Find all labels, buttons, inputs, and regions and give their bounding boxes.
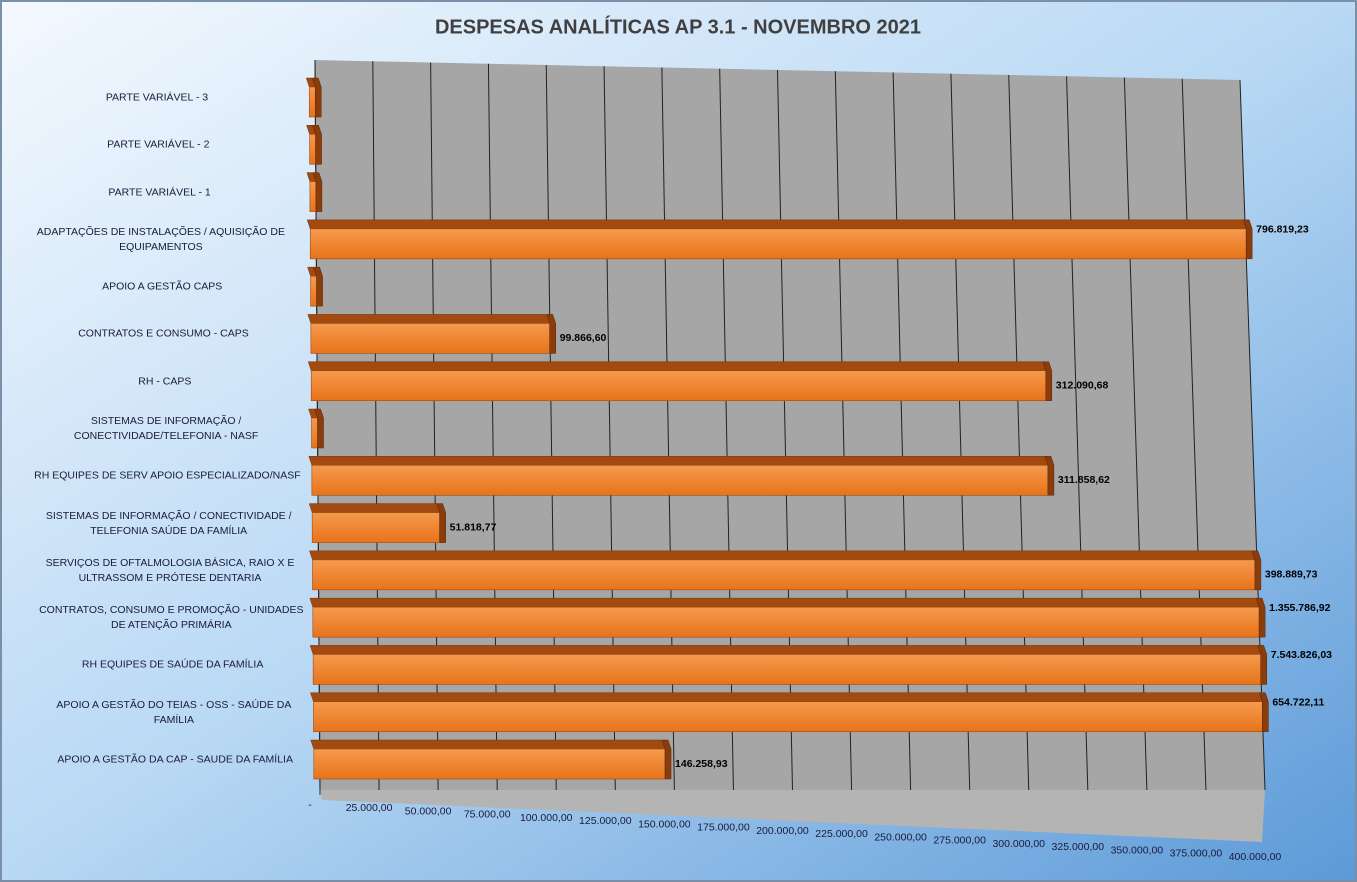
x-tick-label: 75.000,00 bbox=[464, 809, 511, 821]
bar bbox=[306, 172, 323, 212]
data-label: 654.722,11 bbox=[1272, 696, 1324, 708]
y-tick-label: ADAPTAÇÕES DE INSTALAÇÕES / AQUISIÇÃO DE… bbox=[36, 225, 285, 253]
x-tick-label: 150.000,00 bbox=[638, 818, 691, 830]
x-tick-label: 125.000,00 bbox=[579, 815, 632, 827]
x-tick-label: 250.000,00 bbox=[874, 831, 927, 843]
data-label: 398.889,73 bbox=[1265, 569, 1318, 581]
x-tick-label: 25.000,00 bbox=[346, 802, 393, 814]
bar bbox=[307, 266, 323, 307]
data-label: 51.818,77 bbox=[450, 521, 497, 533]
data-label: 146.258,93 bbox=[675, 758, 728, 770]
data-label: 1.355.786,92 bbox=[1269, 602, 1330, 614]
bar bbox=[306, 125, 322, 165]
x-tick-label: 375.000,00 bbox=[1170, 848, 1223, 860]
y-tick-label: APOIO A GESTÃO DO TEIAS - OSS - SAÚDE DA… bbox=[56, 698, 292, 726]
data-label: 99.866,60 bbox=[560, 332, 607, 344]
bar bbox=[308, 456, 1055, 496]
bar bbox=[310, 692, 1269, 733]
x-tick-label: - bbox=[308, 799, 312, 811]
x-tick-label: 175.000,00 bbox=[697, 822, 750, 834]
y-tick-label: PARTE VARIÁVEL - 2 bbox=[107, 138, 210, 151]
y-tick-label: CONTRATOS E CONSUMO - CAPS bbox=[78, 327, 249, 340]
x-tick-label: 200.000,00 bbox=[756, 825, 809, 837]
bar bbox=[309, 597, 1266, 638]
x-tick-label: 400.000,00 bbox=[1229, 851, 1282, 863]
y-tick-label: SISTEMAS DE INFORMAÇÃO / CONECTIVIDADE /… bbox=[45, 509, 292, 537]
data-label: 312.090,68 bbox=[1056, 379, 1109, 391]
y-tick-label: APOIO A GESTÃO CAPS bbox=[102, 280, 223, 293]
x-tick-label: 275.000,00 bbox=[933, 835, 986, 847]
bar bbox=[307, 314, 556, 354]
y-tick-label: SISTEMAS DE INFORMAÇÃO / CONECTIVIDADE/T… bbox=[73, 415, 259, 442]
y-tick-label: SERVIÇOS DE OFTALMOLOGIA BÁSICA, RAIO X … bbox=[45, 556, 295, 584]
x-tick-label: 300.000,00 bbox=[992, 838, 1045, 850]
bar bbox=[306, 219, 1253, 260]
data-label: 7.543.826,03 bbox=[1271, 649, 1332, 661]
bar bbox=[309, 645, 1267, 685]
y-tick-label: RH EQUIPES DE SAÚDE DA FAMÍLIA bbox=[81, 658, 264, 671]
bar bbox=[309, 550, 1262, 591]
y-tick-label: RH - CAPS bbox=[138, 375, 192, 388]
x-tick-label: 100.000,00 bbox=[520, 812, 573, 824]
y-tick-label: APOIO A GESTÃO DA CAP - SAUDE DA FAMÍLIA bbox=[57, 753, 293, 766]
bar bbox=[310, 739, 672, 780]
bar bbox=[307, 361, 1053, 402]
x-tick-label: 50.000,00 bbox=[405, 805, 452, 817]
bar bbox=[308, 408, 324, 449]
y-tick-label: RH EQUIPES DE SERV APOIO ESPECIALIZADO/N… bbox=[34, 469, 301, 482]
y-tick-label: PARTE VARIÁVEL - 1 bbox=[108, 186, 211, 199]
y-tick-label: CONTRATOS, CONSUMO E PROMOÇÃO - UNIDADES… bbox=[39, 604, 304, 632]
x-tick-label: 225.000,00 bbox=[815, 828, 868, 840]
data-label: 311.858,62 bbox=[1058, 474, 1110, 486]
bar bbox=[305, 77, 322, 118]
x-tick-label: 350.000,00 bbox=[1111, 844, 1164, 856]
y-tick-label: PARTE VARIÁVEL - 3 bbox=[105, 91, 209, 104]
x-tick-label: 325.000,00 bbox=[1052, 841, 1105, 853]
chart-title: DESPESAS ANALÍTICAS AP 3.1 - NOVEMBRO 20… bbox=[435, 15, 921, 38]
bar bbox=[308, 503, 446, 543]
data-label: 796.819,23 bbox=[1256, 224, 1309, 236]
plot-floor bbox=[320, 790, 1265, 842]
